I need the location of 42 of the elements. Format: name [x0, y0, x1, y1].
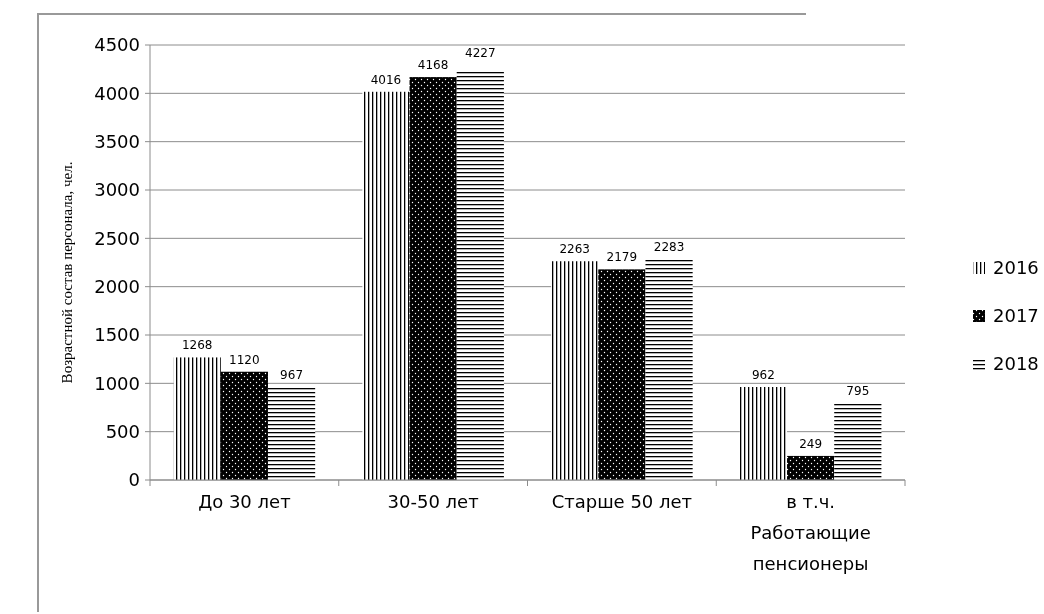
bar	[645, 259, 693, 480]
data-label: 4016	[370, 72, 402, 87]
y-tick-label: 1000	[94, 372, 140, 394]
x-tick-label: 30-50 лет	[387, 491, 479, 512]
y-tick-label: 2500	[94, 227, 140, 249]
y-tick-label: 3500	[94, 130, 140, 152]
x-tick-label: До 30 лет	[198, 491, 291, 512]
bar	[598, 269, 646, 480]
bar	[362, 91, 410, 480]
y-tick-label: 0	[128, 469, 140, 491]
y-axis-title: Возрастной состав персонала, чел.	[59, 161, 75, 384]
data-label: 2283	[653, 240, 685, 255]
y-tick-label: 500	[105, 420, 140, 442]
legend-label: 2016	[993, 257, 1039, 279]
data-label: 1268	[181, 338, 213, 353]
data-label: 4227	[465, 46, 496, 61]
bar	[173, 357, 221, 480]
data-label: 1120	[229, 352, 260, 367]
legend-label: 2018	[993, 353, 1039, 375]
y-tick-label: 4500	[94, 34, 140, 56]
data-label: 2263	[559, 242, 590, 257]
data-label: 795	[846, 384, 870, 399]
data-label: 2179	[606, 250, 638, 265]
legend-label: 2017	[993, 305, 1039, 327]
y-tick-label: 4000	[94, 82, 140, 104]
y-tick-label: 3000	[94, 179, 140, 201]
bar	[739, 387, 788, 480]
bar	[267, 386, 316, 480]
data-label: 249	[799, 436, 823, 451]
bar	[787, 455, 835, 480]
data-label: 962	[751, 368, 775, 383]
y-tick-label: 2000	[94, 275, 140, 297]
data-label: 4168	[417, 58, 449, 73]
bar	[834, 403, 882, 480]
bar	[551, 261, 599, 480]
bar	[409, 77, 457, 480]
bar	[220, 371, 268, 480]
y-tick-label: 1500	[94, 324, 140, 346]
x-tick-label: Старше 50 лет	[551, 491, 693, 512]
data-label: 967	[280, 367, 304, 382]
bar	[456, 71, 504, 480]
x-tick-label: в т.ч. Работающие пенсионеры	[750, 491, 871, 574]
